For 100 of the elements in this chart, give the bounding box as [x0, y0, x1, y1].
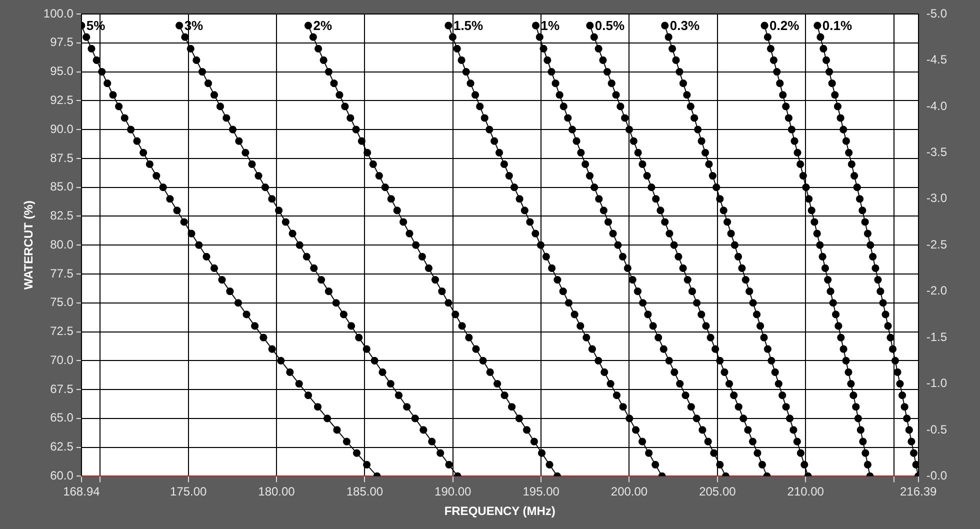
point [120, 114, 128, 122]
point [363, 460, 371, 468]
point [850, 172, 858, 180]
point [834, 102, 842, 110]
point [782, 102, 790, 110]
point [261, 184, 270, 192]
point [544, 56, 552, 64]
x-tick-label: 190.00 [434, 484, 472, 499]
point [476, 102, 484, 110]
point [756, 322, 764, 330]
point [903, 414, 911, 422]
point [758, 460, 766, 468]
point [864, 460, 872, 468]
point [198, 68, 206, 76]
point [748, 438, 757, 446]
y-tick-label: 82.5 [50, 208, 74, 223]
x-tick-label: 195.00 [522, 484, 560, 499]
point [192, 56, 200, 64]
point [82, 33, 90, 41]
point [820, 44, 828, 52]
point [522, 426, 531, 434]
point [188, 230, 196, 238]
point [725, 380, 734, 388]
point [480, 114, 488, 122]
point [862, 449, 870, 457]
point [816, 241, 824, 249]
point [692, 414, 700, 422]
point [656, 206, 664, 214]
point [411, 414, 419, 422]
point [234, 299, 242, 307]
point [853, 184, 861, 192]
y-tick-label: 60.0 [50, 468, 74, 483]
point [852, 403, 860, 411]
point [692, 299, 701, 307]
point [773, 68, 781, 76]
point [660, 345, 668, 353]
point [210, 264, 218, 272]
point [552, 80, 560, 88]
point [210, 91, 218, 99]
point [195, 241, 203, 249]
point [727, 230, 735, 238]
point [274, 206, 283, 214]
point [494, 380, 502, 388]
point [288, 230, 296, 238]
point [770, 56, 778, 64]
point [318, 276, 326, 284]
point [712, 345, 720, 353]
point [330, 80, 338, 88]
point [842, 356, 850, 364]
point [548, 68, 556, 76]
point [612, 91, 620, 99]
point [794, 148, 802, 156]
x-tick-label: 210.00 [787, 484, 824, 499]
y-axis-title: WATERCUT (%) [22, 200, 36, 290]
point [577, 148, 585, 156]
point [333, 426, 341, 434]
point [666, 230, 674, 238]
point [546, 460, 554, 468]
point [764, 33, 772, 41]
point [720, 368, 728, 376]
point [840, 345, 848, 353]
point [818, 252, 826, 260]
point [614, 241, 622, 249]
point [724, 218, 732, 226]
point [766, 44, 774, 52]
point [898, 392, 906, 400]
point [676, 380, 684, 388]
point [320, 56, 328, 64]
point [625, 126, 634, 134]
point [370, 356, 378, 364]
point [386, 380, 394, 388]
point [515, 414, 523, 422]
point [698, 137, 706, 145]
point [486, 368, 494, 376]
point [638, 160, 646, 168]
point [730, 241, 739, 249]
point [652, 195, 660, 203]
point [412, 241, 420, 249]
point [861, 218, 869, 226]
point [864, 230, 872, 238]
point [679, 264, 687, 272]
point [181, 33, 189, 41]
point [670, 241, 678, 249]
point [649, 322, 657, 330]
point [654, 334, 662, 342]
y2-tick-label: -1.0 [926, 376, 948, 390]
point [859, 438, 867, 446]
point [910, 449, 918, 457]
point [854, 414, 862, 422]
y2-tick-label: -5.0 [926, 6, 948, 20]
point [845, 148, 853, 156]
point [98, 68, 106, 76]
point [639, 299, 647, 307]
point [793, 438, 801, 446]
point [431, 276, 440, 284]
point [444, 22, 452, 30]
point [355, 334, 363, 342]
point [837, 334, 845, 342]
point [779, 91, 787, 99]
point [418, 252, 426, 260]
